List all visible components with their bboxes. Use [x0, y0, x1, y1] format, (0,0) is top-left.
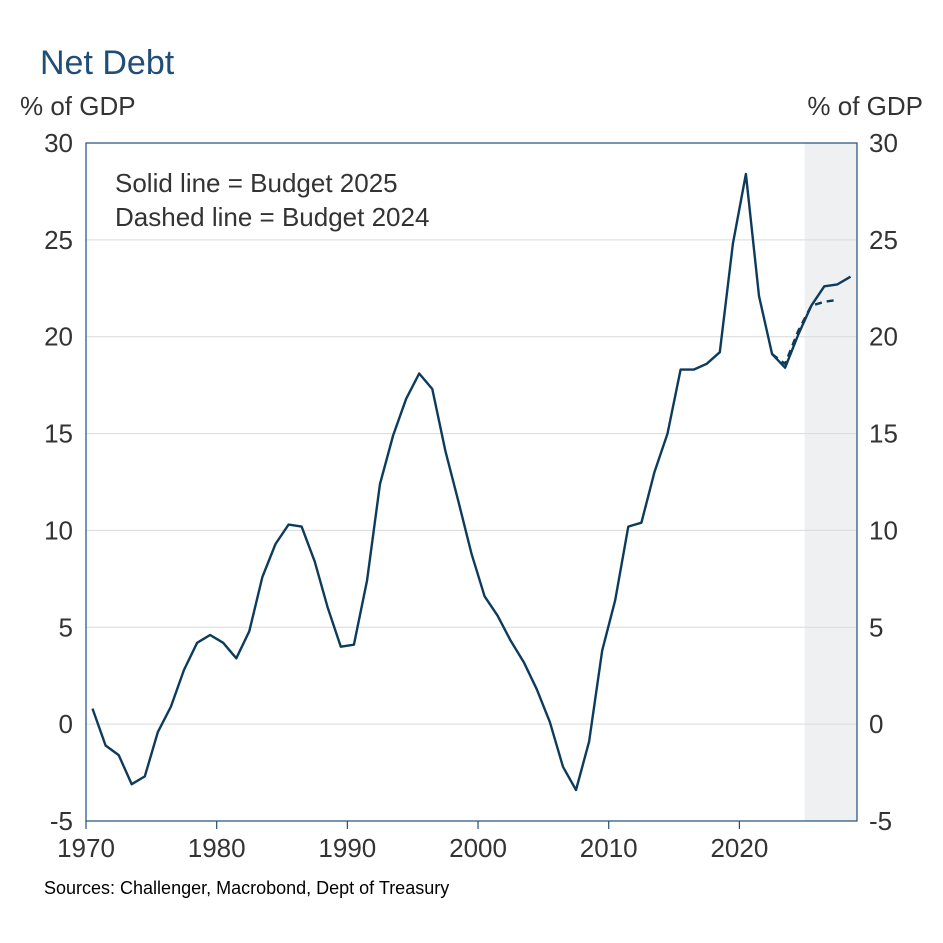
- legend-note-solid: Solid line = Budget 2025: [115, 168, 398, 198]
- x-tick-label: 2010: [580, 833, 638, 863]
- legend-note-dashed: Dashed line = Budget 2024: [115, 202, 429, 232]
- y-tick-label-left: 10: [44, 515, 73, 545]
- y-tick-label-left: 0: [59, 709, 73, 739]
- x-tick-label: 1990: [318, 833, 376, 863]
- y-tick-label-right: 0: [869, 709, 883, 739]
- y-tick-label-left: 5: [59, 612, 73, 642]
- y-tick-label-left: 15: [44, 419, 73, 449]
- y-tick-label-right: -5: [869, 806, 892, 836]
- series-line-solid: [91, 172, 852, 792]
- y-ticks-left: -5 0 5 10 15 20 25 30: [44, 128, 73, 836]
- y-axis-unit-right: % of GDP: [807, 91, 923, 121]
- grid-lines: [86, 239, 857, 725]
- x-tick-label: 1980: [188, 833, 246, 863]
- y-axis-unit-left: % of GDP: [20, 91, 136, 121]
- plot-frame: [85, 142, 858, 822]
- series-line-dashed: [771, 298, 838, 365]
- x-tick-label: 1970: [57, 833, 115, 863]
- x-ticks: 1970 1980 1990 2000 2010 2020: [57, 821, 768, 863]
- y-tick-label-left: -5: [50, 806, 73, 836]
- chart-title: Net Debt: [40, 44, 175, 82]
- source-note: Sources: Challenger, Macrobond, Dept of …: [44, 878, 449, 898]
- forecast-shading: [804, 143, 857, 821]
- series-lines: [91, 172, 852, 792]
- y-tick-label-right: 10: [869, 515, 898, 545]
- y-tick-label-right: 25: [869, 225, 898, 255]
- x-tick-label: 2000: [449, 833, 507, 863]
- y-tick-label-right: 20: [869, 322, 898, 352]
- y-tick-label-left: 20: [44, 322, 73, 352]
- y-tick-label-right: 30: [869, 128, 898, 158]
- x-tick-label: 2020: [710, 833, 768, 863]
- y-ticks-right: -5 0 5 10 15 20 25 30: [869, 128, 898, 836]
- y-tick-label-left: 30: [44, 128, 73, 158]
- y-tick-label-right: 5: [869, 612, 883, 642]
- y-tick-label-right: 15: [869, 419, 898, 449]
- y-tick-label-left: 25: [44, 225, 73, 255]
